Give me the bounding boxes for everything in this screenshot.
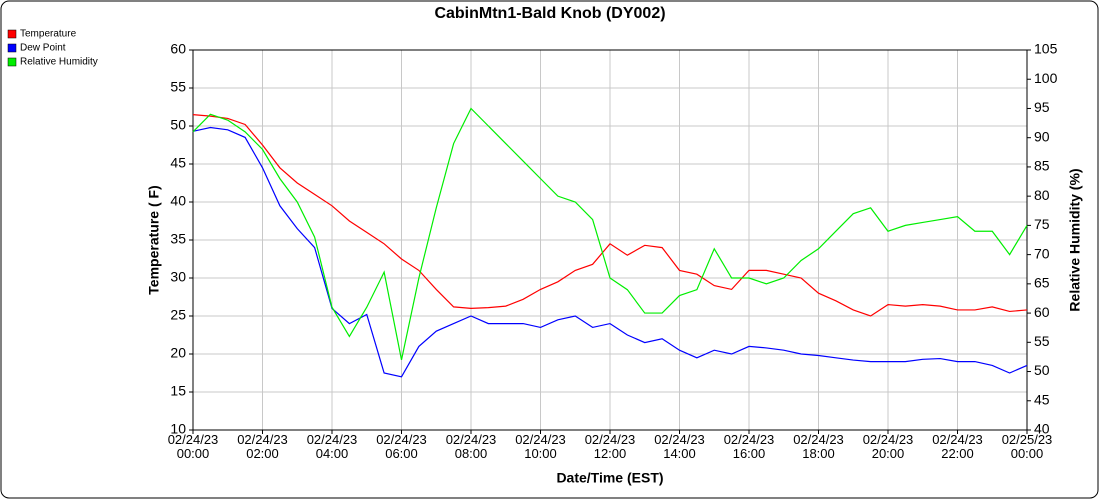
legend-swatch	[7, 29, 17, 39]
x-tick-label: 02/24/23 14:00	[654, 432, 705, 461]
y2-tick-label: 60	[1034, 304, 1050, 320]
x-tick-label: 02/24/23 10:00	[515, 432, 566, 461]
legend-label: Relative Humidity	[20, 57, 98, 68]
y2-tick-label: 90	[1034, 128, 1050, 144]
chart-title: CabinMtn1-Bald Knob (DY002)	[434, 5, 665, 22]
y-tick-label: 40	[170, 193, 186, 209]
y2-tick-label: 70	[1034, 245, 1050, 261]
y2-tick-label: 65	[1034, 275, 1050, 291]
y-tick-label: 60	[170, 41, 186, 57]
legend-label: Temperature	[20, 29, 77, 40]
y2-tick-label: 80	[1034, 187, 1050, 203]
series-line	[192, 114, 1028, 317]
plot-border	[192, 49, 1028, 431]
y-tick-label: 50	[170, 117, 186, 133]
y-tick-label: 10	[170, 421, 186, 437]
x-tick-label: 02/24/23 22:00	[932, 432, 983, 461]
x-tick-label: 02/24/23 16:00	[723, 432, 775, 461]
y-tick-label: 25	[170, 307, 186, 323]
y2-tick-label: 95	[1034, 99, 1050, 115]
y2-tick-label: 40	[1034, 421, 1050, 437]
x-axis-title: Date/Time (EST)	[556, 470, 663, 486]
y2-axis-title: Relative Humidity (%)	[1067, 168, 1083, 311]
x-tick-label: 02/24/23 08:00	[445, 432, 497, 461]
x-tick-label: 02/24/23 02:00	[237, 432, 288, 461]
x-tick-label: 02/24/23 18:00	[793, 432, 844, 461]
y-tick-label: 15	[170, 383, 186, 399]
x-tick-label: 02/24/23 00:00	[167, 432, 219, 461]
y2-tick-label: 55	[1034, 333, 1050, 349]
x-tick-label: 02/24/23 04:00	[306, 432, 358, 461]
y-tick-label: 55	[170, 79, 186, 95]
y-tick-label: 30	[170, 269, 186, 285]
x-tick-label: 02/24/23 12:00	[584, 432, 636, 461]
legend-swatch	[7, 43, 17, 53]
x-tick-label: 02/25/23 00:00	[1001, 432, 1053, 461]
y2-tick-label: 85	[1034, 158, 1050, 174]
y-axis-title: Temperature ( F)	[146, 185, 162, 294]
y-tick-label: 20	[170, 345, 186, 361]
y-tick-label: 35	[170, 231, 186, 247]
y2-tick-label: 100	[1034, 70, 1058, 86]
y-tick-label: 45	[170, 155, 186, 171]
y2-tick-label: 105	[1034, 41, 1058, 57]
x-tick-label: 02/24/23 06:00	[376, 432, 427, 461]
y2-tick-label: 45	[1034, 391, 1050, 407]
y2-tick-label: 50	[1034, 362, 1050, 378]
legend-label: Dew Point	[20, 43, 66, 54]
legend-swatch	[7, 57, 17, 67]
x-tick-label: 02/24/23 20:00	[862, 432, 914, 461]
series-line	[192, 107, 1028, 360]
y2-tick-label: 75	[1034, 216, 1050, 232]
